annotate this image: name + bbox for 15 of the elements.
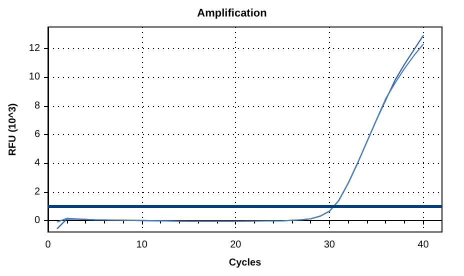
y-axis-title: RFU (10^3) [8, 103, 18, 156]
y-tick-label: 10 [28, 72, 40, 83]
x-tick-label: 20 [230, 240, 242, 250]
y-tick-label: 2 [34, 186, 40, 198]
x-tick-label: 30 [324, 240, 336, 250]
y-tick-label: 0 [34, 215, 40, 226]
x-axis-title: Cycles [228, 258, 262, 268]
y-tick-label: 4 [34, 158, 40, 169]
y-tick-label: 12 [28, 43, 40, 54]
y-tick-label: 8 [34, 100, 40, 112]
chart-title: Amplification [197, 8, 268, 20]
x-tick-label: 40 [418, 240, 430, 250]
y-tick-label: 6 [34, 129, 40, 140]
x-tick-label: 10 [136, 240, 148, 250]
x-tick-label: 0 [45, 240, 52, 250]
